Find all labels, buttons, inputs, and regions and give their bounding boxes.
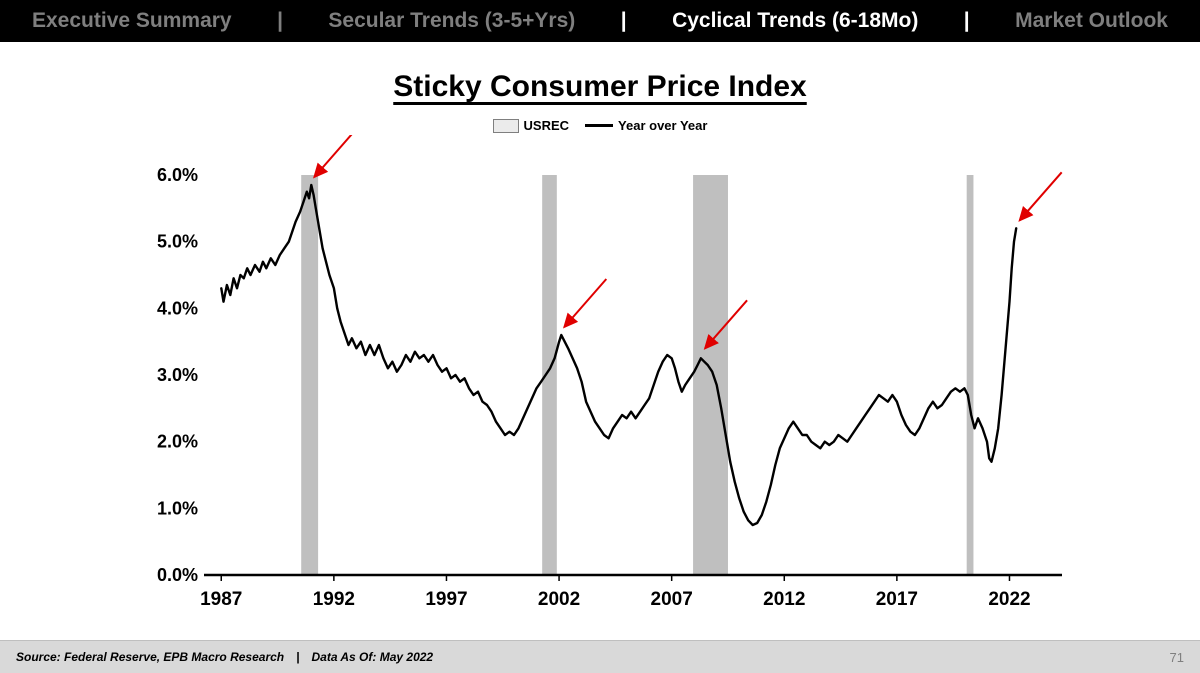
nav-item-market-outlook[interactable]: Market Outlook xyxy=(1015,9,1168,32)
recession-band xyxy=(693,175,728,575)
y-tick-label: 2.0% xyxy=(157,432,198,452)
legend-label-yoy: Year over Year xyxy=(618,118,708,133)
footer-bar: Source: Federal Reserve, EPB Macro Resea… xyxy=(0,640,1200,673)
nav-separator: | xyxy=(963,9,970,32)
nav-separator: | xyxy=(277,9,283,32)
top-nav-bar: Executive Summary | Secular Trends (3-5+… xyxy=(0,0,1200,42)
x-tick-label: 2007 xyxy=(651,589,693,610)
annotation-arrow-icon xyxy=(563,278,608,329)
x-tick-label: 1987 xyxy=(200,589,242,610)
y-tick-label: 3.0% xyxy=(157,365,198,385)
annotation-arrow-icon xyxy=(1018,171,1063,222)
x-tick-label: 2002 xyxy=(538,589,580,610)
legend-item-usrec: USREC xyxy=(492,118,570,133)
footer-source-block: Source: Federal Reserve, EPB Macro Resea… xyxy=(16,650,433,664)
nav-item-secular-trends[interactable]: Secular Trends (3-5+Yrs) xyxy=(328,9,576,32)
recession-band xyxy=(301,175,319,575)
page-number: 71 xyxy=(1169,649,1184,665)
annotation-arrow-icon xyxy=(703,299,748,350)
footer-separator: | xyxy=(296,650,300,664)
footer-data-as-of: Data As Of: May 2022 xyxy=(311,650,434,664)
y-tick-label: 1.0% xyxy=(157,498,198,518)
y-tick-label: 5.0% xyxy=(157,232,198,252)
page-title: Sticky Consumer Price Index xyxy=(393,70,807,103)
nav-item-cyclical-trends[interactable]: Cyclical Trends (6-18Mo) xyxy=(672,9,919,32)
y-tick-label: 0.0% xyxy=(157,565,198,585)
usrec-swatch-icon xyxy=(492,118,519,133)
recession-band xyxy=(542,175,557,575)
nav-item-executive-summary[interactable]: Executive Summary xyxy=(32,9,232,32)
chart-legend: USREC Year over Year xyxy=(0,118,1200,133)
y-tick-label: 4.0% xyxy=(157,298,198,318)
recession-band xyxy=(966,175,974,575)
x-tick-label: 1997 xyxy=(425,589,467,610)
x-tick-label: 2012 xyxy=(763,589,805,610)
x-tick-label: 2022 xyxy=(988,589,1030,610)
y-tick-label: 6.0% xyxy=(157,165,198,185)
yoy-line xyxy=(220,183,1018,527)
annotation-arrow-icon xyxy=(313,135,353,179)
sticky-cpi-chart: 0.0% 1.0% 2.0% 3.0% 4.0% 5.0% 6.0% 1987 1992 1997… xyxy=(157,135,1063,610)
x-tick-label: 2017 xyxy=(876,589,918,610)
x-tick-label: 1992 xyxy=(313,589,355,610)
legend-item-yoy: Year over Year xyxy=(585,118,707,133)
legend-label-usrec: USREC xyxy=(523,118,570,133)
nav-separator: | xyxy=(620,9,627,32)
yoy-line-swatch-icon xyxy=(585,124,614,127)
footer-source-text: Source: Federal Reserve, EPB Macro Resea… xyxy=(16,650,285,664)
